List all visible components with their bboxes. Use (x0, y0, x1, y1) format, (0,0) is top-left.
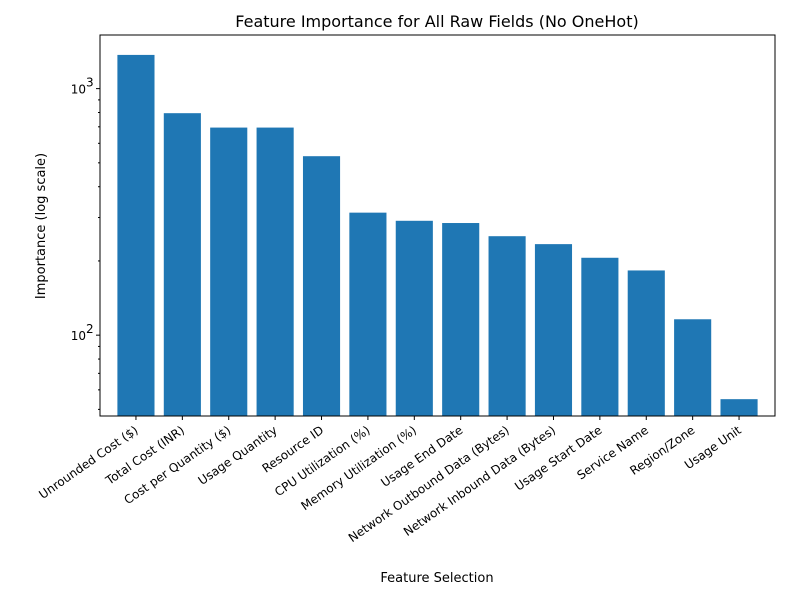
y-tick-exponent: 2 (86, 322, 94, 336)
bar (627, 270, 665, 416)
bar (302, 156, 341, 417)
bar (256, 127, 294, 416)
bar (534, 244, 573, 416)
x-axis: Unrounded Cost ($)Total Cost (INR)Cost p… (36, 416, 744, 545)
bar (442, 223, 480, 416)
x-axis-label: Feature Selection (380, 571, 493, 586)
x-tick-label: Usage Quantity (196, 423, 280, 488)
y-tick-label: 10 (71, 329, 86, 343)
bars-group (117, 54, 758, 417)
bar (720, 399, 758, 416)
bar (488, 236, 526, 416)
x-tick-label: Usage Start Date (512, 423, 604, 494)
y-tick-exponent: 3 (86, 76, 94, 90)
bar (163, 113, 201, 417)
y-tick-label: 10 (71, 83, 86, 97)
bar (674, 319, 712, 416)
bar (210, 127, 248, 416)
bar (349, 212, 387, 416)
bar (117, 54, 155, 416)
chart-title: Feature Importance for All Raw Fields (N… (235, 12, 638, 31)
bar (581, 257, 619, 416)
bar (395, 220, 433, 416)
y-axis-label: Importance (log scale) (34, 153, 49, 299)
plot-frame (99, 34, 776, 417)
